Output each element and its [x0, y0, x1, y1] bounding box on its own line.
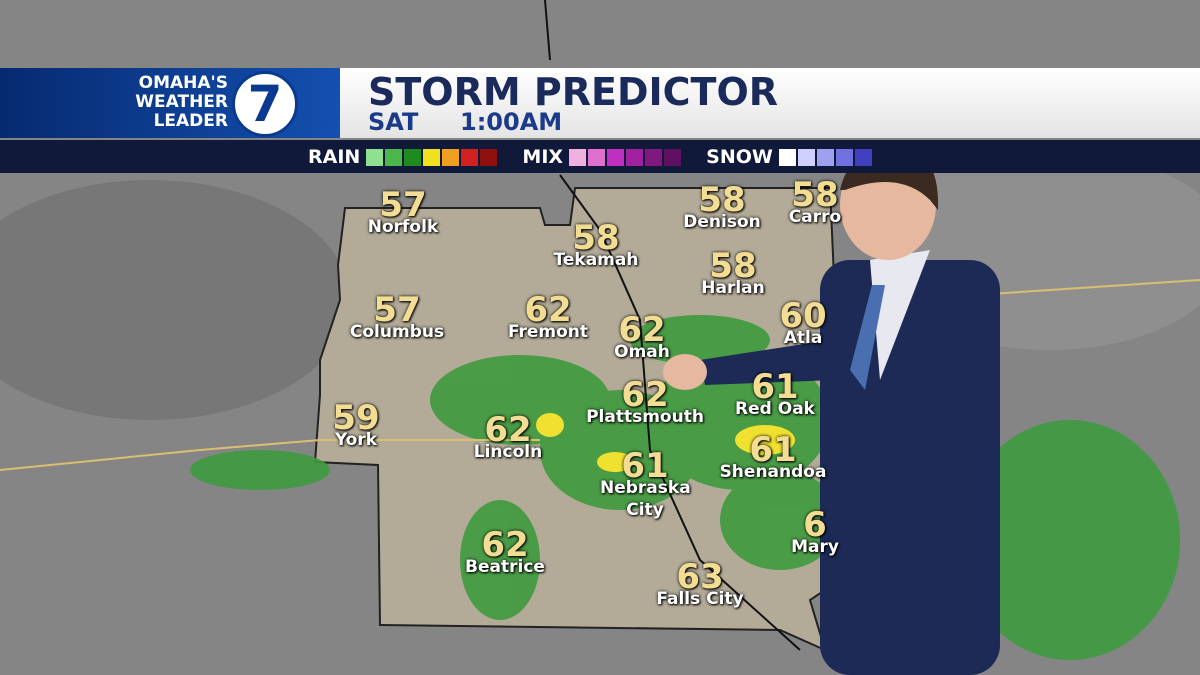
city-name: Omah	[614, 342, 670, 362]
city-name: Falls City	[656, 589, 744, 609]
city-temp: 57	[373, 290, 421, 330]
city-temp: 62	[621, 375, 669, 415]
city-temp: 62	[481, 525, 529, 565]
legend-label: RAIN	[308, 146, 361, 168]
city-temp: 62	[618, 310, 666, 350]
logo-text: WEATHER	[135, 92, 228, 112]
city-temp: 58	[698, 180, 746, 220]
logo: OMAHA'S WEATHER LEADER 7	[0, 68, 340, 138]
city-name: Atla	[783, 328, 823, 348]
city-name: Carro	[788, 207, 842, 227]
time: 1:00AM	[460, 108, 563, 136]
city-name: Tekamah	[553, 250, 639, 270]
channel-number: 7	[232, 71, 298, 137]
logo-text: LEADER	[153, 111, 228, 131]
city-temp: 62	[484, 410, 532, 450]
legend-label: MIX	[522, 146, 564, 168]
city-temp: 58	[572, 218, 620, 258]
city-temp: 6	[803, 505, 827, 545]
city-name: Nebraska City	[600, 478, 691, 521]
day: SAT	[368, 108, 419, 136]
city-temp: 58	[709, 246, 757, 286]
city-temp: 57	[379, 185, 427, 225]
city-temp: 62	[524, 290, 572, 330]
legend-label: SNOW	[706, 146, 773, 168]
city-name: Plattsmouth	[586, 407, 704, 427]
city-name: Beatrice	[465, 557, 545, 577]
city-temp: 59	[332, 398, 380, 438]
city-name: Fremont	[507, 322, 589, 342]
city-temp: 58	[791, 175, 839, 215]
city-name: Lincoln	[473, 442, 543, 462]
logo-text: OMAHA'S	[138, 73, 228, 93]
legend-bar: RAIN MIX SNOW	[0, 140, 1200, 173]
city-temp: 61	[621, 446, 669, 486]
city-name: Shenandoa	[719, 462, 827, 482]
city-name: Norfolk	[367, 217, 439, 237]
city-name: York	[334, 430, 378, 450]
city-name: Columbus	[349, 322, 445, 342]
city-name: Denison	[683, 212, 761, 232]
city-temp: 60	[779, 296, 827, 336]
title: STORM PREDICTOR	[368, 70, 779, 114]
city-name: Harlan	[701, 278, 765, 298]
city-temp: 63	[676, 557, 724, 597]
city-temp: 61	[751, 367, 799, 407]
city-temp: 61	[749, 430, 797, 470]
city-name: Mary	[791, 537, 839, 557]
city-name: Red Oak	[735, 399, 815, 419]
